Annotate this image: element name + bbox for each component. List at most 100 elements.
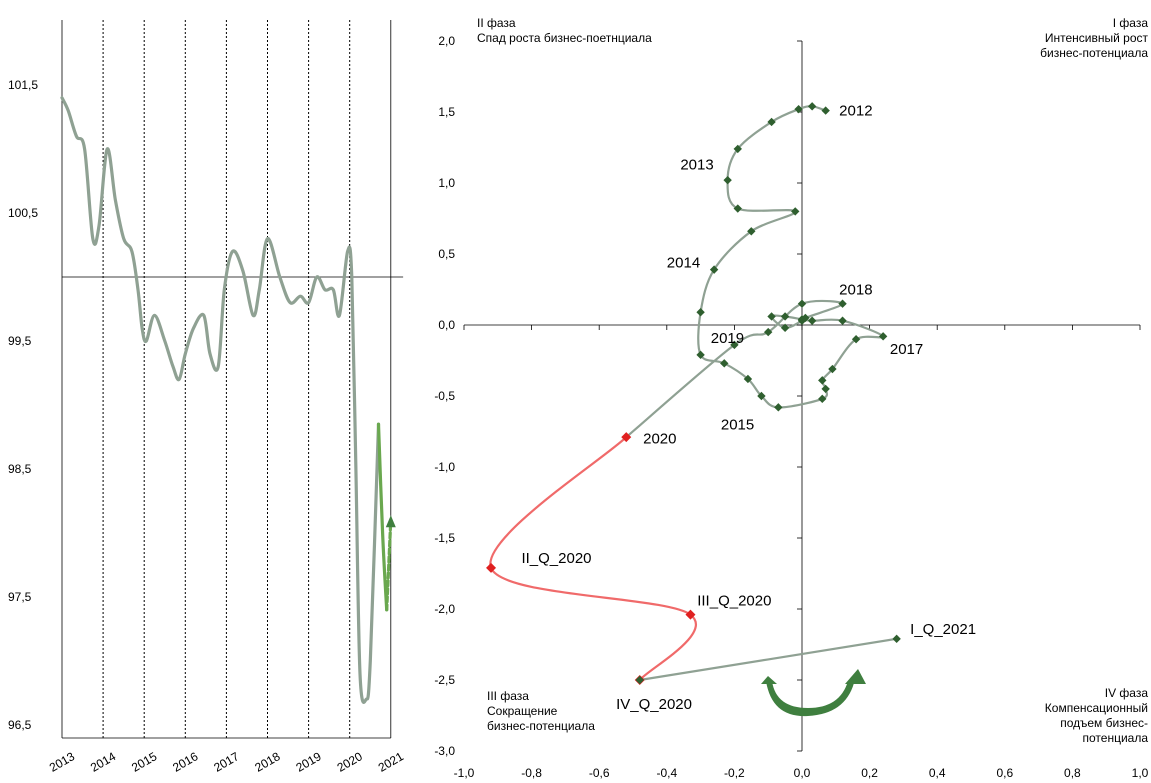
y-tick-label: 1,0: [438, 176, 455, 190]
y-tick-label: 0,5: [438, 247, 455, 261]
point-marker: [733, 204, 742, 213]
point-marker: [851, 335, 861, 344]
phase-description: Спад роста бизнес-поетнциала: [477, 31, 652, 45]
x-tick-label: -1,0: [454, 766, 475, 780]
phase-description: бизнес-потенциала: [1040, 46, 1148, 60]
point-label: 2020: [643, 431, 676, 448]
point-label: II_Q_2020: [521, 550, 591, 567]
x-tick-label: 0,6: [996, 766, 1013, 780]
point-marker: [821, 384, 830, 394]
y-tick-label: -0,5: [434, 389, 455, 403]
x-tick-label: 2015: [129, 749, 159, 775]
y-tick-label: -2,0: [434, 602, 455, 616]
right-phase-chart: -1,0 -0,8 -0,6 -0,4 -0,2 0,0 0,2 0,4 0,6 0,8 1,0 2,…: [434, 16, 1148, 780]
point-label: 2018: [839, 282, 872, 299]
point-marker: [838, 299, 847, 308]
x-tick-label: 2017: [211, 749, 241, 775]
curved-arrow-tail-icon: [761, 676, 777, 684]
trajectory-line: [489, 436, 697, 682]
x-tick-label: 0,8: [1064, 766, 1081, 780]
point-marker: [696, 308, 705, 317]
phase-description: Сокращение: [487, 704, 558, 718]
curved-arrow-head-icon: [845, 669, 866, 684]
point-marker: [818, 394, 827, 404]
x-tick-label: 2019: [294, 749, 324, 775]
point-marker: [892, 634, 901, 644]
phase-description: Интенсивный рост: [1045, 31, 1149, 45]
point-marker: [685, 609, 696, 620]
y-tick-label: 97,5: [8, 590, 32, 604]
point-marker: [794, 104, 803, 114]
y-tick-label: 0,0: [438, 318, 455, 332]
point-marker: [797, 299, 807, 308]
x-tick-label: -0,4: [656, 766, 677, 780]
y-tick-label: -2,5: [434, 673, 455, 687]
y-tick-label: 1,5: [438, 105, 455, 119]
phase-title: II фаза: [477, 16, 516, 30]
y-tick-label: 98,5: [8, 462, 32, 476]
series-line: [376, 422, 389, 612]
x-tick-label: 2016: [170, 749, 200, 775]
point-label: III_Q_2020: [697, 592, 771, 609]
x-tick-label: 2021: [376, 749, 406, 775]
point-marker: [730, 340, 739, 350]
y-tick-label: 96,5: [8, 718, 32, 732]
point-label: 2019: [711, 330, 744, 347]
point-marker: [807, 316, 817, 325]
point-marker: [821, 106, 830, 115]
point-marker: [723, 175, 732, 185]
point-label: 2012: [839, 103, 872, 120]
y-tick-label: -1,0: [434, 460, 455, 474]
series-line: [60, 96, 381, 704]
point-marker: [621, 432, 632, 443]
point-marker: [733, 144, 742, 154]
curved-arrow-icon: [766, 681, 854, 717]
point-marker: [780, 312, 790, 321]
point-label: IV_Q_2020: [616, 696, 692, 713]
trajectory-line: [625, 105, 885, 439]
point-marker: [818, 376, 827, 385]
point-marker: [709, 265, 719, 274]
point-marker: [791, 207, 800, 216]
point-marker: [747, 227, 756, 236]
x-tick-label: -0,6: [589, 766, 610, 780]
phase-description: бизнес-потенциала: [487, 719, 595, 733]
point-label: 2014: [667, 255, 700, 272]
phase-title: III фаза: [487, 689, 529, 703]
phase-title: IV фаза: [1105, 686, 1149, 700]
point-label: 2015: [721, 416, 754, 433]
series-line: [385, 518, 393, 612]
left-index-chart: 101,5 100,5 99,5 98,5 97,5 96,5 2013 2014 2015 20…: [8, 20, 406, 775]
x-tick-label: 1,0: [1132, 766, 1149, 780]
point-marker: [878, 332, 888, 341]
y-tick-label: -3,0: [434, 744, 455, 758]
x-tick-label: 0,0: [794, 766, 811, 780]
y-tick-label: 2,0: [438, 34, 455, 48]
point-marker: [838, 316, 847, 325]
point-marker: [807, 102, 817, 111]
x-tick-label: 2013: [47, 749, 77, 775]
forecast-arrowhead: [385, 515, 396, 528]
point-marker: [767, 117, 776, 127]
point-marker: [696, 350, 705, 360]
point-marker: [801, 313, 810, 323]
point-marker: [743, 374, 753, 384]
phase-description: подъем бизнес-: [1060, 716, 1148, 730]
point-marker: [774, 403, 783, 412]
y-tick-label: 99,5: [8, 334, 32, 348]
point-marker: [828, 364, 837, 374]
x-tick-label: 2020: [335, 749, 365, 775]
point-marker: [780, 323, 790, 333]
trajectory-line: [638, 637, 898, 682]
x-tick-label: 2018: [252, 749, 282, 775]
point-marker: [764, 327, 773, 337]
phase-description: потенциала: [1083, 731, 1149, 745]
phase-description: Компенсационный: [1045, 701, 1148, 715]
point-label: 2013: [680, 157, 713, 174]
point-label: I_Q_2021: [910, 621, 976, 638]
point-marker: [757, 391, 766, 401]
point-marker: [767, 312, 776, 321]
phase-title: I фаза: [1113, 16, 1149, 30]
y-tick-label: 100,5: [8, 206, 38, 220]
